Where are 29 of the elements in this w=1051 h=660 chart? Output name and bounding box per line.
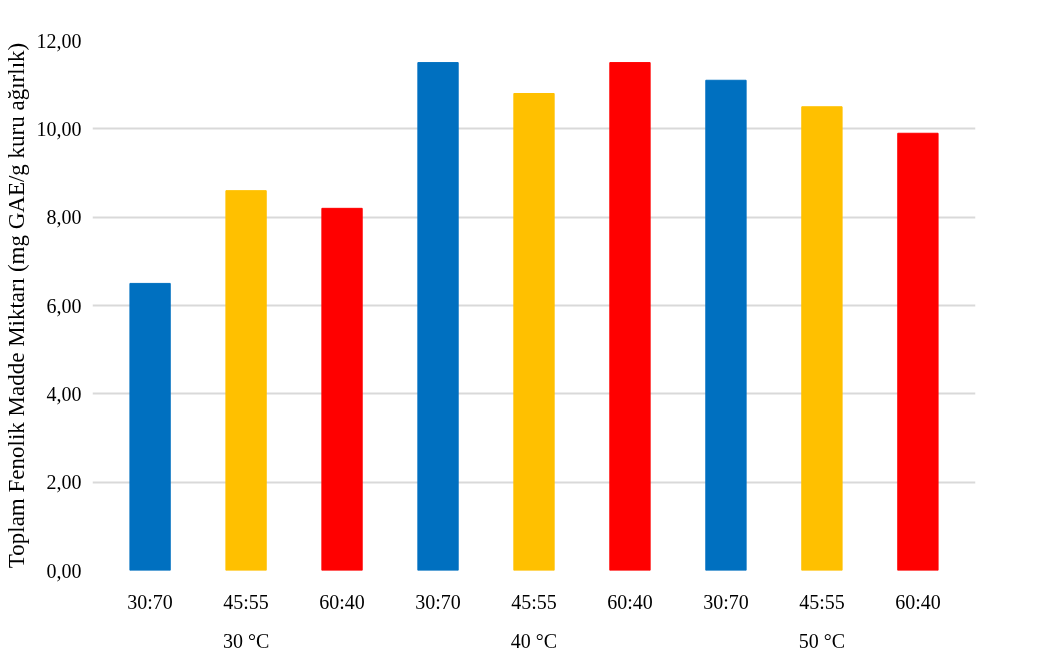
x-tick-label: 45:55 xyxy=(799,590,845,613)
y-tick-label: 4,00 xyxy=(46,382,82,405)
text: 30 °C xyxy=(222,629,270,652)
bar xyxy=(129,282,171,571)
y-tick-label: 2,00 xyxy=(46,471,82,494)
text: 50 °C xyxy=(798,629,846,652)
y-axis-title: Toplam Fenolik Madde Miktarı (mg GAE/g kuru ağırlık) xyxy=(3,42,29,569)
bar xyxy=(705,79,747,571)
x-tick-label: 30:70 xyxy=(127,590,173,613)
x-tick-label: 60:40 xyxy=(607,590,653,613)
bar xyxy=(897,132,939,571)
y-tick-label: 12,00 xyxy=(36,29,82,52)
text: 40 °C xyxy=(510,629,558,652)
bar xyxy=(609,62,651,571)
bar xyxy=(417,62,459,571)
y-tick-label: 8,00 xyxy=(46,206,82,229)
x-tick-label: 30:70 xyxy=(415,590,461,613)
y-tick-label: 10,00 xyxy=(36,117,82,140)
x-tick-label: 45:55 xyxy=(511,590,557,613)
bar xyxy=(513,93,555,571)
x-tick-label: 60:40 xyxy=(895,590,941,613)
x-tick-label: 30:70 xyxy=(703,590,749,613)
bar xyxy=(321,207,363,571)
bar xyxy=(801,106,843,571)
x-tick-label: 60:40 xyxy=(319,590,365,613)
y-tick-label: 6,00 xyxy=(46,294,82,317)
x-tick-label: 45:55 xyxy=(223,590,269,613)
bar xyxy=(225,190,267,571)
y-tick-label: 0,00 xyxy=(46,559,82,582)
